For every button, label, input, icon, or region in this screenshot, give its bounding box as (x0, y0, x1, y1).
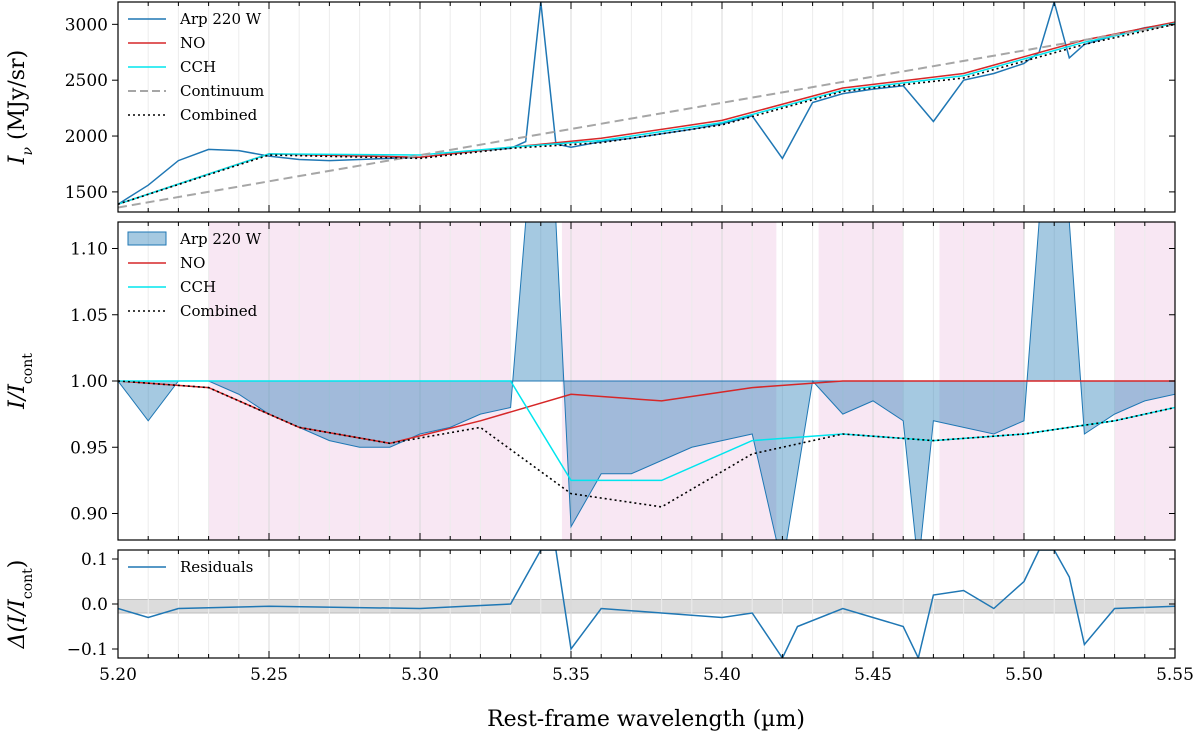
x-tick-label: 5.40 (703, 665, 741, 685)
y-axis-title-main: Δ(I/I (5, 598, 30, 650)
series-residuals (118, 550, 1175, 658)
y-axis-title-sub: cont (20, 568, 36, 599)
y-tick-label: 1.10 (70, 240, 108, 260)
series-arp-220-w (118, 2, 1175, 205)
y-tick-label: 2500 (65, 71, 108, 91)
y-tick-label: 0.95 (70, 438, 108, 458)
legend: Arp 220 W NO CCH Combined (127, 230, 262, 320)
y-tick-label: −0.1 (67, 640, 108, 660)
y-tick-label: 0.0 (81, 595, 108, 615)
legend-label: CCH (180, 58, 216, 76)
legend-label: NO (180, 34, 205, 52)
y-axis-title-unit: (MJy/sr) (5, 50, 30, 147)
y-axis-title-unit: ) (5, 560, 30, 569)
residual-band (118, 599, 1175, 614)
legend-label: Arp 220 W (179, 230, 262, 248)
x-tick-label: 5.30 (401, 665, 439, 685)
series-combined (118, 380, 1175, 508)
x-tick-label: 5.50 (1005, 665, 1043, 685)
plot-area (118, 2, 1175, 212)
y-axis-title-sub: cont (20, 353, 36, 384)
series-cch (118, 380, 1175, 482)
y-tick-label: 0.1 (81, 550, 108, 570)
x-tick-label: 5.55 (1156, 665, 1194, 685)
series-no (118, 21, 1175, 205)
legend-label: Combined (180, 106, 258, 124)
middle-panel-normalized: 0.90 0.95 1.00 1.05 1.10 I/Icont Arp 220 W NO CC… (5, 221, 1176, 541)
y-axis-title-sub: ν (20, 146, 36, 155)
x-tick-label: 5.25 (250, 665, 288, 685)
series-cch (118, 22, 1175, 205)
plot-frame (117, 1, 1176, 213)
y-tick-label: 2000 (65, 127, 108, 147)
x-axis-title: Rest-frame wavelength (µm) (487, 707, 805, 732)
y-tick-label: 0.90 (70, 505, 108, 525)
y-axis-title-main: I (5, 154, 30, 165)
x-tick-label: 5.35 (552, 665, 590, 685)
plot-area (118, 222, 1175, 540)
bottom-panel-residuals: 0.1 0.0 −0.1 Δ(I/Icont) Residuals 5.20 5.25 5.3… (5, 549, 1194, 685)
y-axis-title-main: I/I (5, 383, 30, 410)
y-axis-title: Δ(I/Icont) (5, 560, 36, 650)
plot-area (118, 550, 1175, 658)
series-continuum (118, 23, 1175, 209)
legend-label: Arp 220 W (179, 10, 262, 28)
legend-swatch (127, 231, 167, 246)
y-tick-label: 1500 (65, 183, 108, 203)
y-axis-title: I/Icont (5, 353, 36, 410)
legend-label: Continuum (180, 82, 264, 100)
series-arp-220-w-fill (118, 222, 1175, 540)
y-tick-label: 1.05 (70, 306, 108, 326)
legend: Arp 220 W NO CCH Continuum Combined (128, 10, 264, 124)
y-axis-title: Iν (MJy/sr) (5, 50, 36, 165)
y-tick-label: 3000 (65, 15, 108, 35)
x-tick-label: 5.45 (854, 665, 892, 685)
legend-label: Combined (180, 302, 258, 320)
x-tick-label: 5.20 (99, 665, 137, 685)
top-panel-flux: 1500 2000 2500 3000 Iν (MJy/sr) Arp 220 W NO CC… (5, 1, 1176, 213)
y-tick-label: 1.00 (70, 372, 108, 392)
legend: Residuals (128, 558, 253, 576)
legend-label: Residuals (180, 558, 253, 576)
legend-label: CCH (180, 278, 216, 296)
legend-label: NO (180, 254, 205, 272)
